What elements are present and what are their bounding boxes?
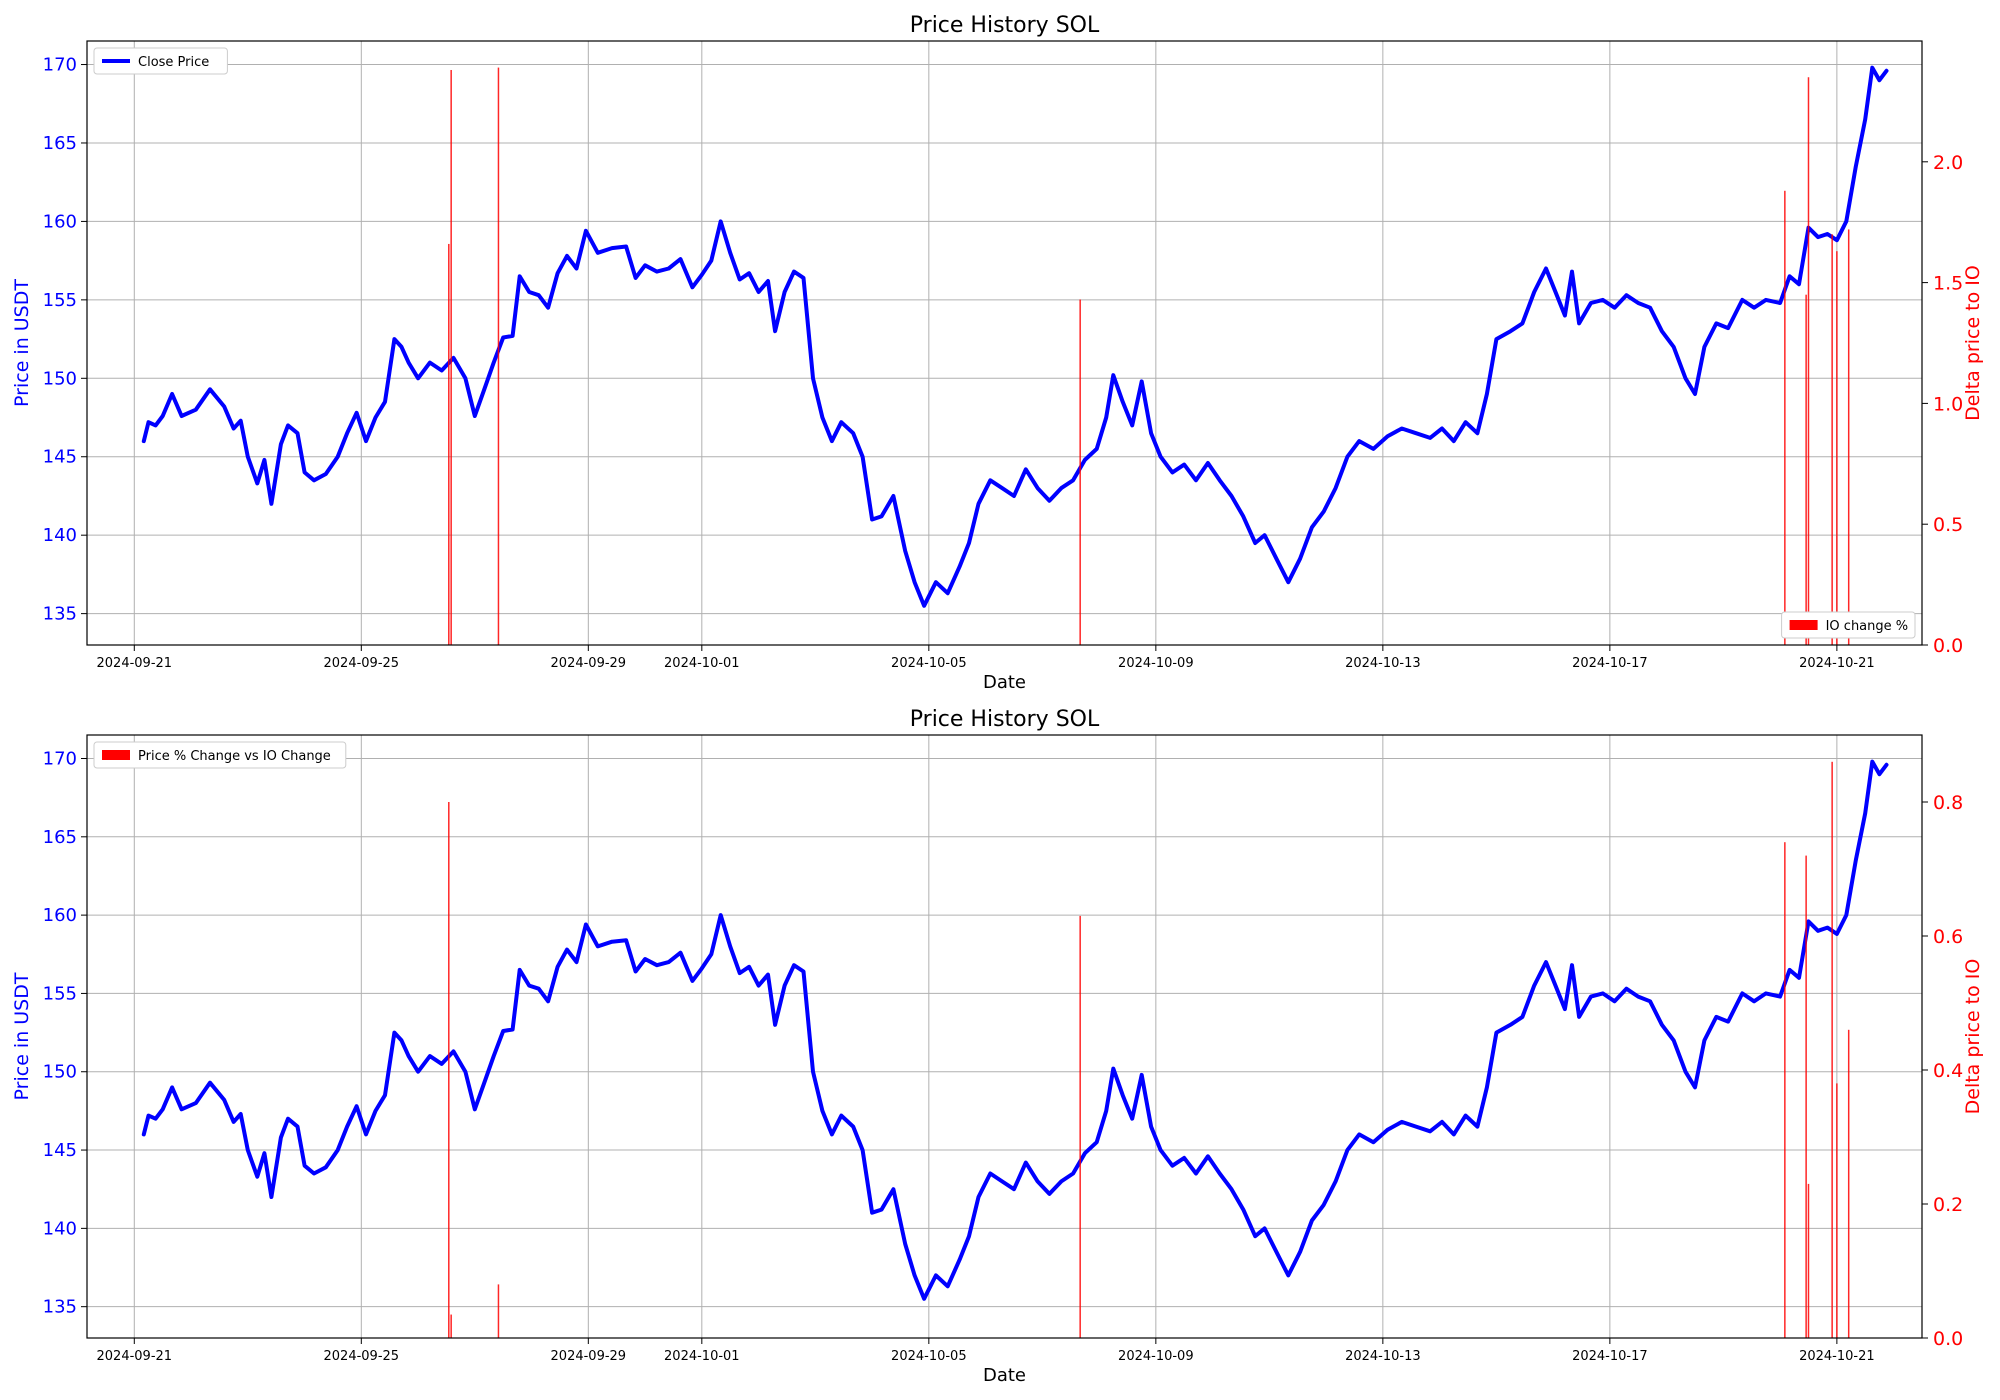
io-bar [1831,234,1833,645]
y2-axis-label: Delta price to IO [1962,265,1984,421]
io-bar [1784,842,1786,1338]
legend-box [1781,611,1916,639]
y2-tick-label: 2.0 [1933,152,1963,174]
x-tick-label: 2024-09-21 [97,656,173,671]
y-tick-label: 145 [43,1140,77,1161]
io-bar [1836,251,1838,645]
chart-title: Price History SOL [910,707,1100,732]
io-bar [450,69,452,645]
y-tick-label: 160 [43,211,77,232]
y-tick-label: 155 [43,983,77,1004]
y2-tick-label: 0.8 [1933,792,1963,814]
legend-box [93,741,347,769]
legend-swatch [1789,620,1818,630]
plot-frame [86,734,1923,1339]
io-bar [1807,1183,1810,1338]
y-tick-label: 140 [43,1218,77,1239]
x-tick-label: 2024-10-13 [1345,1349,1421,1364]
close-price-line [141,65,1889,608]
y-axis-label: Price in USDT [11,972,33,1100]
chart-title: Price History SOL [910,13,1100,38]
close-price-line [141,759,1889,1301]
x-tick-label: 2024-09-25 [324,656,400,671]
io-bar [1079,299,1081,645]
chart-panel-1: 2024-09-21 2024-09-25 2024-09-29 2024-10-01… [11,13,1984,693]
io-bar [1847,229,1850,645]
io-bar [497,1284,500,1338]
legend-label: Price % Change vs IO Change [138,749,331,764]
y2-tick-label: 0.0 [1933,1328,1963,1350]
y-tick-label: 160 [43,905,77,926]
x-tick-label: 2024-10-21 [1799,656,1875,671]
x-tick-label: 2024-10-21 [1799,1349,1875,1364]
x-axis-label: Date [983,672,1026,693]
io-bar [450,1314,452,1338]
x-tick-label: 2024-09-29 [551,1349,627,1364]
io-bar [448,802,450,1338]
y-tick-label: 165 [43,133,77,154]
y-tick-label: 135 [43,1297,77,1318]
x-tick-label: 2024-10-17 [1572,656,1648,671]
io-bar [497,67,500,646]
y-axis-label: Price in USDT [11,279,33,407]
x-tick-label: 2024-10-05 [891,1349,967,1364]
x-tick-label: 2024-09-21 [97,1349,173,1364]
x-tick-label: 2024-10-09 [1118,656,1194,671]
x-tick-label: 2024-10-01 [664,656,740,671]
x-tick-label: 2024-10-17 [1572,1349,1648,1364]
y2-tick-label: 0.4 [1933,1060,1963,1082]
y-tick-label: 165 [43,827,77,848]
y-tick-label: 155 [43,290,77,311]
plot-frame [86,40,1923,646]
y-tick-label: 140 [43,525,77,546]
y-tick-label: 135 [43,604,77,625]
x-tick-label: 2024-10-01 [664,1349,740,1364]
x-tick-label: 2024-10-05 [891,656,967,671]
io-bar [1847,1029,1850,1338]
x-tick-label: 2024-09-25 [324,1349,400,1364]
legend: Close Price [93,47,228,75]
x-tick-label: 2024-10-13 [1345,656,1421,671]
io-bar [1831,761,1833,1338]
y2-tick-label: 0.0 [1933,635,1963,657]
io-bar [448,243,450,645]
legend-swatch [102,750,130,760]
io-bar [1805,855,1807,1338]
io-bar [1784,190,1786,646]
y2-tick-label: 1.0 [1933,393,1963,415]
io-bar [1079,915,1081,1338]
io-bar [1836,1083,1838,1338]
io-bar [1805,294,1807,645]
y2-tick-label: 0.2 [1933,1194,1963,1216]
y-tick-label: 150 [43,368,77,389]
y2-tick-label: 0.5 [1933,514,1963,536]
y-tick-label: 170 [43,748,77,769]
chart-panel-2: 2024-09-21 2024-09-25 2024-09-29 2024-10-01… [11,707,1984,1386]
y2-axis-label: Delta price to IO [1962,959,1984,1115]
y-tick-label: 145 [43,447,77,468]
x-axis-label: Date [983,1365,1026,1386]
io-bar [1807,77,1810,646]
legend-label: Close Price [138,55,209,70]
y2-tick-label: 0.6 [1933,926,1963,948]
x-tick-label: 2024-09-29 [551,656,627,671]
y-tick-label: 150 [43,1062,77,1083]
legend-label: IO change % [1826,619,1909,634]
legend: Price % Change vs IO Change [93,741,347,769]
y-tick-label: 170 [43,55,77,76]
y2-tick-label: 1.5 [1933,273,1963,295]
x-tick-label: 2024-10-09 [1118,1349,1194,1364]
legend: IO change % [1781,611,1916,639]
legend-box [93,47,228,75]
